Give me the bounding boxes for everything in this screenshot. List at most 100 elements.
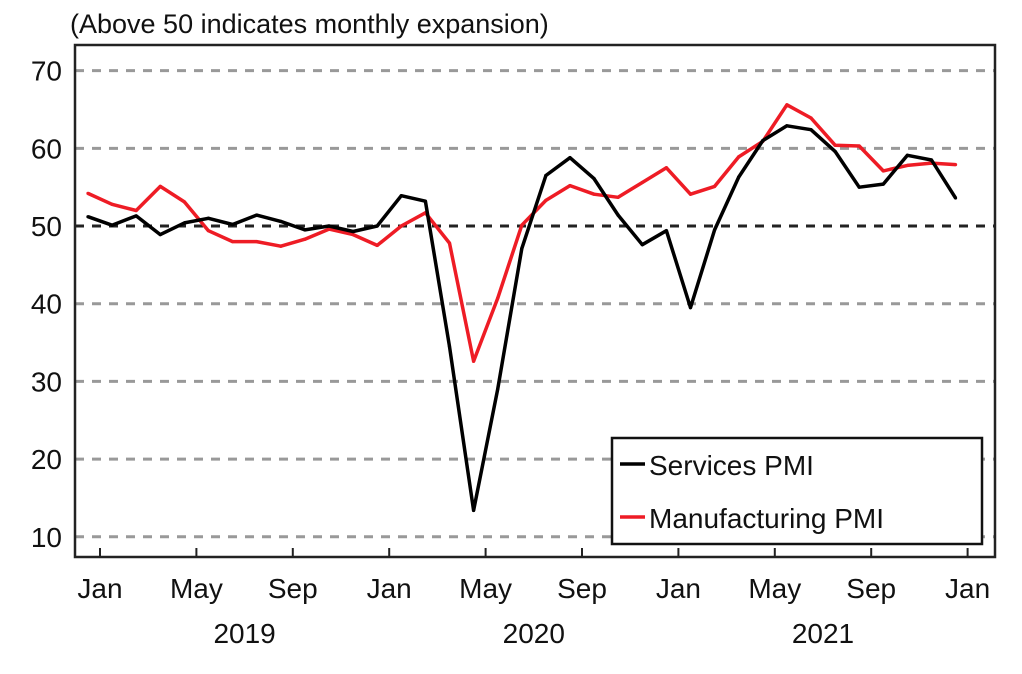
y-axis-ticks: 10 20 30 40 50 60 70 bbox=[31, 56, 62, 553]
services-pmi-point bbox=[351, 229, 355, 234]
legend-label-services: Services PMI bbox=[649, 450, 814, 481]
manufacturing-pmi-point bbox=[833, 143, 837, 147]
services-pmi-point bbox=[471, 508, 476, 512]
manufacturing-pmi-point bbox=[447, 241, 452, 245]
services-pmi-point bbox=[230, 222, 235, 227]
services-pmi-point bbox=[640, 243, 644, 247]
services-pmi-point bbox=[809, 128, 813, 132]
manufacturing-pmi-point bbox=[471, 359, 476, 363]
manufacturing-pmi-point bbox=[737, 155, 741, 159]
series-lines bbox=[86, 103, 958, 513]
services-pmi-point bbox=[761, 138, 765, 143]
manufacturing-pmi-point bbox=[303, 237, 307, 241]
manufacturing-pmi-point bbox=[182, 200, 186, 204]
x-tick-label: May bbox=[459, 573, 512, 604]
manufacturing-pmi-point bbox=[110, 202, 114, 206]
legend-box bbox=[610, 436, 984, 546]
services-pmi-point bbox=[833, 149, 837, 154]
x-tick-label: Jan bbox=[656, 573, 701, 604]
manufacturing-pmi-point bbox=[327, 227, 331, 231]
services-pmi-point bbox=[399, 194, 403, 198]
services-pmi-point bbox=[520, 246, 524, 251]
manufacturing-pmi-point bbox=[520, 223, 524, 227]
services-pmi-point bbox=[737, 175, 741, 179]
manufacturing-pmi-point bbox=[158, 184, 162, 189]
manufacturing-pmi-point bbox=[785, 103, 789, 107]
manufacturing-pmi-point bbox=[688, 192, 693, 196]
manufacturing-pmi-point bbox=[230, 239, 235, 244]
x-tick-label: May bbox=[170, 573, 223, 604]
y-tick-label: 60 bbox=[31, 133, 62, 164]
plot-frame bbox=[73, 43, 997, 559]
services-pmi-point bbox=[905, 153, 909, 157]
manufacturing-pmi-point bbox=[616, 195, 620, 199]
x-tick-label: Sep bbox=[268, 573, 318, 604]
services-pmi-point bbox=[785, 124, 789, 128]
services-pmi-point bbox=[712, 228, 717, 232]
y-tick-label: 30 bbox=[31, 366, 62, 397]
y-tick-label: 10 bbox=[31, 522, 62, 553]
services-pmi-point bbox=[86, 215, 90, 219]
y-tick-label: 40 bbox=[31, 289, 62, 320]
services-pmi-point bbox=[568, 156, 572, 160]
services-pmi-point bbox=[953, 196, 958, 200]
x-tick-label: Sep bbox=[846, 573, 896, 604]
y-tick-label: 20 bbox=[31, 444, 62, 475]
manufacturing-pmi-point bbox=[592, 192, 596, 196]
services-pmi-point bbox=[255, 213, 259, 217]
services-pmi-point bbox=[206, 216, 211, 220]
y-tick-label: 70 bbox=[31, 56, 62, 87]
x-axis-ticks: Jan May Sep Jan May Sep Jan May Sep Jan 2019 2020 20… bbox=[77, 548, 990, 649]
services-pmi-point bbox=[496, 387, 500, 391]
services-pmi-point bbox=[616, 213, 620, 217]
x-tick-label: Sep bbox=[557, 573, 607, 604]
manufacturing-pmi-point bbox=[809, 116, 813, 120]
x-year-label: 2020 bbox=[503, 618, 565, 649]
manufacturing-pmi-point bbox=[712, 184, 717, 189]
x-tick-label: Jan bbox=[77, 573, 122, 604]
services-pmi-point bbox=[182, 221, 186, 225]
manufacturing-pmi-point bbox=[544, 198, 548, 202]
manufacturing-pmi-point bbox=[664, 166, 668, 170]
x-tick-label: Jan bbox=[945, 573, 990, 604]
services-pmi-point bbox=[110, 223, 114, 227]
manufacturing-pmi-point bbox=[640, 180, 644, 185]
manufacturing-pmi-point bbox=[568, 184, 572, 188]
manufacturing-pmi-point bbox=[857, 144, 861, 148]
services-pmi-point bbox=[303, 228, 307, 232]
manufacturing-pmi-point bbox=[399, 224, 403, 228]
x-year-label: 2019 bbox=[213, 618, 275, 649]
services-pmi-point bbox=[881, 182, 885, 186]
chart-title: (Above 50 indicates monthly expansion) bbox=[70, 9, 549, 39]
services-pmi-point bbox=[158, 232, 162, 237]
manufacturing-pmi-point bbox=[375, 243, 379, 248]
services-pmi-point bbox=[134, 214, 138, 218]
services-pmi-point bbox=[688, 306, 693, 310]
services-pmi-point bbox=[375, 224, 379, 228]
manufacturing-pmi-point bbox=[134, 208, 138, 213]
gridlines bbox=[75, 69, 995, 539]
manufacturing-pmi-point bbox=[351, 232, 355, 237]
legend: Services PMI Manufacturing PMI bbox=[610, 436, 984, 546]
services-pmi-point bbox=[423, 199, 427, 203]
services-pmi-point bbox=[544, 173, 548, 178]
services-pmi-point bbox=[592, 177, 596, 181]
manufacturing-pmi-point bbox=[905, 163, 909, 168]
manufacturing-pmi-point bbox=[279, 244, 283, 248]
manufacturing-pmi-point bbox=[255, 239, 259, 244]
services-pmi-point bbox=[929, 158, 934, 162]
x-tick-label: May bbox=[748, 573, 801, 604]
x-tick-label: Jan bbox=[367, 573, 412, 604]
services-pmi-point bbox=[447, 344, 452, 349]
x-year-label: 2021 bbox=[792, 618, 854, 649]
legend-label-manufacturing: Manufacturing PMI bbox=[649, 503, 884, 534]
services-pmi-point bbox=[857, 185, 861, 189]
manufacturing-pmi-point bbox=[496, 296, 500, 300]
y-tick-label: 50 bbox=[31, 211, 62, 242]
manufacturing-pmi-point bbox=[86, 191, 90, 195]
services-pmi-point bbox=[664, 229, 668, 233]
services-pmi-point bbox=[327, 224, 331, 228]
services-pmi-point bbox=[279, 219, 283, 223]
manufacturing-pmi-point bbox=[881, 169, 885, 173]
